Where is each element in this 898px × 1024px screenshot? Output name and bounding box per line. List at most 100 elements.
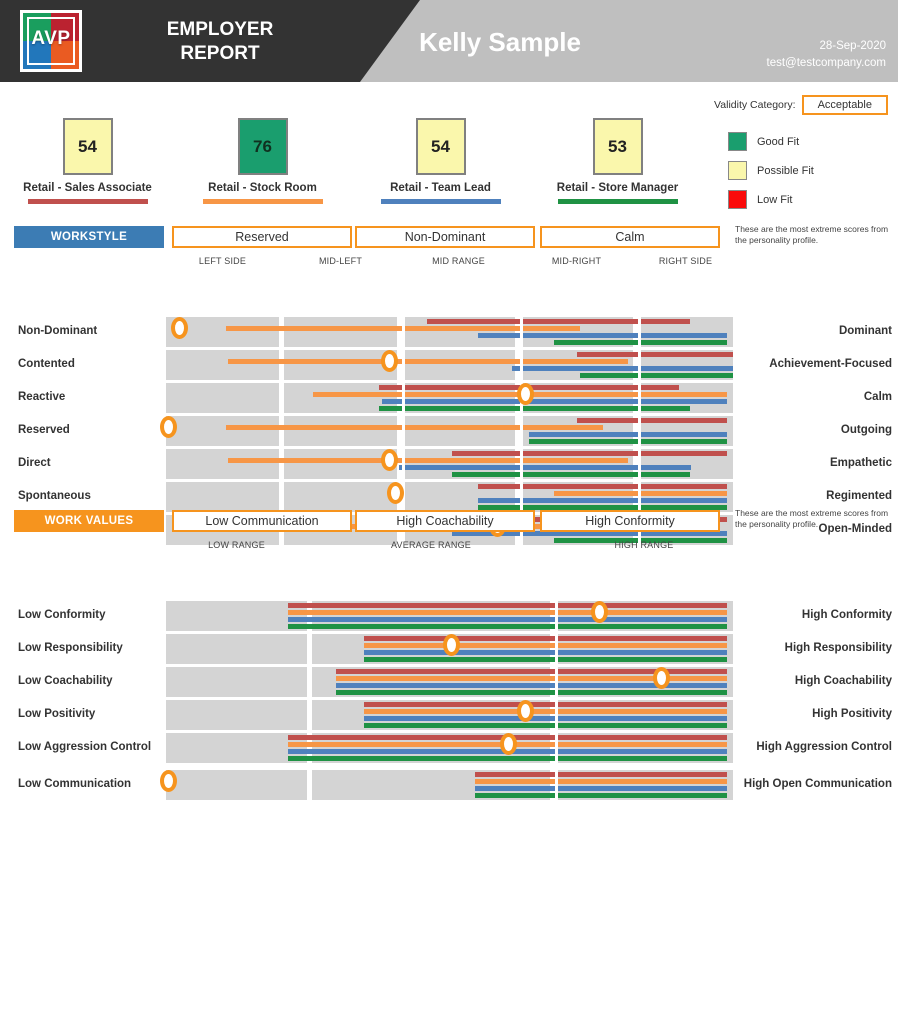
row-left-label: Low Responsibility [18,642,123,654]
range-tick [638,383,641,413]
extreme-score-pill[interactable]: Non-Dominant [355,226,535,248]
legend-item: Low Fit [728,190,814,209]
fit-legend: Good Fit Possible Fit Low Fit [728,132,814,219]
range-tick [638,350,641,380]
scale-label: HIGH RANGE [614,540,674,550]
score-marker-dot[interactable] [516,700,534,722]
series-color-underline [557,199,678,204]
section-work_values: WORK VALUES Low Communication High Coachab… [0,508,898,800]
extreme-score-pill[interactable]: Low Communication [172,510,352,532]
row-track [166,383,733,413]
series-color-underline [202,199,323,204]
range-tick [402,482,405,512]
avp-logo: AVP [20,10,82,72]
track-segment [402,416,515,446]
track-segment [166,733,307,763]
legend-label: Possible Fit [757,164,814,177]
legend-swatch [728,132,747,151]
series-bar [452,472,691,477]
score-marker-dot[interactable] [499,733,517,755]
score-marker-dot[interactable] [590,601,608,623]
score-marker-dot[interactable] [380,350,398,372]
row-track [166,317,733,347]
report-title: EMPLOYER REPORT [120,18,320,66]
row-track [166,601,733,631]
range-tick [555,733,558,763]
validity-value[interactable]: Acceptable [801,95,888,115]
scale-label: MID-RIGHT [551,256,602,266]
scale-label-row: LOW RANGE AVERAGE RANGE HIGH RANGE [0,540,898,555]
row-right-label: High Open Communication [743,778,892,790]
series-bar [577,418,728,423]
series-bar [398,465,691,470]
series-bar [579,373,733,378]
report-title-line2: REPORT [180,43,260,64]
series-bar [528,439,728,444]
range-tick [402,350,405,380]
range-tick [555,770,558,800]
row-right-label: Calm [863,391,892,403]
track-segment [166,449,279,479]
series-bar [364,643,728,648]
score-marker-dot[interactable] [171,317,188,339]
scale-label: LOW RANGE [208,540,265,550]
track-segment [166,350,279,380]
fit-score-card: 76 Retail - Stock Room [175,118,350,204]
section-tag: WORK VALUES [14,510,164,532]
report-title-line1: EMPLOYER [166,19,274,40]
row-left-label: Direct [18,457,51,469]
series-bar [287,624,728,629]
section-workstyle: WORKSTYLE Reserved Non-Dominant Calm These a… [0,224,898,545]
series-bar [477,333,728,338]
score-marker-dot[interactable] [516,383,534,405]
score-marker-dot[interactable] [386,482,404,504]
fit-score-box: 53 [592,118,643,175]
section-note: These are the most extreme scores from t… [735,508,889,529]
report-date: 28-Sep-2020 [819,40,887,52]
scale-label: MID-LEFT [318,256,363,266]
scale-label: MID RANGE [432,256,485,266]
series-bar [287,756,728,761]
row-track [166,449,733,479]
score-marker-dot[interactable] [443,634,461,656]
logo-text: AVP [31,28,71,50]
track-segment [166,601,307,631]
series-bar [528,432,728,437]
score-marker-dot[interactable] [380,449,398,471]
person-name: Kelly Sample [419,27,581,57]
row-right-label: Open-Minded [818,523,892,535]
row-track [166,667,733,697]
series-bar [477,505,728,510]
range-tick [520,482,523,512]
row-track [159,770,733,800]
fit-score-label: Retail - Store Manager [556,182,679,194]
fit-score-card: 54 Retail - Team Lead [353,118,528,204]
report-email: test@testcompany.com [766,57,886,69]
range-tick [520,416,523,446]
track-segment [402,350,515,380]
score-marker-dot[interactable] [653,667,670,689]
range-tick [402,317,405,347]
score-marker-dot[interactable] [159,770,177,792]
row-right-label: Dominant [838,325,892,337]
row-left-label: Low Communication [18,778,132,790]
logo-inner-border [27,17,75,65]
extreme-score-pill[interactable]: Reserved [172,226,352,248]
row-track [166,482,733,512]
extreme-score-pill[interactable]: High Conformity [540,510,720,532]
row-right-label: High Coachability [794,675,892,687]
extreme-score-pill[interactable]: High Coachability [355,510,535,532]
score-marker-dot[interactable] [159,416,177,438]
row-left-label: Spontaneous [18,490,91,502]
track-segment [284,449,397,479]
row-right-label: High Conformity [801,609,892,621]
range-tick [638,416,641,446]
track-segment [166,700,307,730]
range-tick [555,601,558,631]
track-segment [284,482,397,512]
series-bar [426,319,691,324]
page-header: AVP EMPLOYER REPORT Kelly Sample 28-Sep-… [0,0,898,82]
series-bar [287,610,728,615]
extreme-score-pill[interactable]: Calm [540,226,720,248]
track-segment [284,350,397,380]
